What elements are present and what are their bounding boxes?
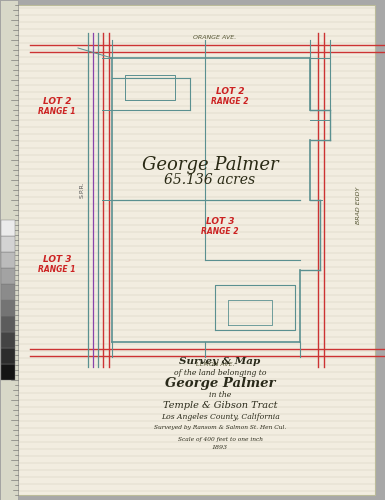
Text: LOT 2: LOT 2	[216, 88, 244, 96]
Text: S.P.R.: S.P.R.	[79, 182, 84, 198]
Text: George Palmer: George Palmer	[142, 156, 278, 174]
Text: LOT 2: LOT 2	[43, 98, 71, 106]
Text: BRAD EDDY: BRAD EDDY	[355, 186, 360, 224]
Text: RANGE 1: RANGE 1	[38, 266, 76, 274]
Text: ORANGE AVE.: ORANGE AVE.	[193, 35, 237, 40]
Text: 1893: 1893	[212, 446, 228, 450]
Text: in the: in the	[209, 391, 231, 399]
Bar	[0, 0, 18, 500]
Text: LOT 3: LOT 3	[43, 256, 71, 264]
Text: RANGE 1: RANGE 1	[38, 108, 76, 116]
Text: RANGE 2: RANGE 2	[211, 98, 249, 106]
Text: Surveyed by Ransom & Salmon St. Hen Cul.: Surveyed by Ransom & Salmon St. Hen Cul.	[154, 426, 286, 430]
Bar	[1, 220, 15, 236]
Text: RANGE 2: RANGE 2	[201, 228, 239, 236]
Text: Temple & Gibson Tract: Temple & Gibson Tract	[163, 402, 277, 410]
Text: 65.136 acres: 65.136 acres	[164, 173, 256, 187]
Bar	[1, 348, 15, 364]
Text: Survey & Map: Survey & Map	[179, 358, 261, 366]
Bar	[1, 300, 15, 316]
Text: of the land belonging to: of the land belonging to	[174, 369, 266, 377]
Bar	[1, 284, 15, 300]
Text: Scale of 400 feet to one inch: Scale of 400 feet to one inch	[177, 436, 263, 442]
Text: Los Angeles County, California: Los Angeles County, California	[161, 413, 280, 421]
Bar	[1, 252, 15, 268]
Text: LEMON AVE.: LEMON AVE.	[196, 362, 234, 367]
Bar	[1, 364, 15, 380]
Text: LOT 3: LOT 3	[206, 218, 234, 226]
Bar	[1, 332, 15, 348]
Bar	[1, 316, 15, 332]
Bar	[1, 268, 15, 284]
Text: George Palmer: George Palmer	[165, 378, 275, 390]
Bar	[1, 236, 15, 252]
